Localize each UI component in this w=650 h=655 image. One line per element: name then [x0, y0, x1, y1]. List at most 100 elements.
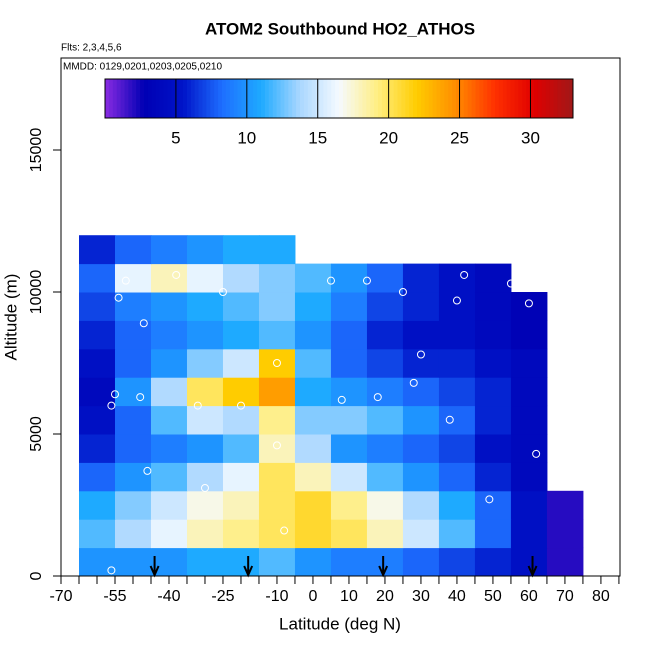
heatmap-cell	[402, 490, 440, 520]
heatmap-cell	[78, 462, 116, 492]
sample-point	[398, 288, 407, 297]
chart-title: ATOM2 Southbound HO2_ATHOS	[205, 19, 475, 38]
colorbar-swatch	[420, 79, 426, 118]
colorbar-swatch	[401, 79, 406, 118]
colorbar-swatch	[495, 79, 500, 118]
heatmap-cell	[78, 434, 116, 463]
colorbar-swatch	[253, 79, 258, 118]
heatmap-cell	[114, 405, 152, 435]
heatmap-cell	[114, 547, 152, 577]
colorbar-swatch	[526, 79, 531, 118]
colorbar-swatch	[549, 79, 554, 118]
sample-point	[280, 526, 289, 535]
heatmap-cell	[510, 405, 548, 435]
heatmap-cell	[294, 519, 332, 549]
heatmap-cell	[78, 292, 116, 321]
sample-point	[121, 276, 130, 285]
sample-point	[64, 410, 73, 419]
heatmap-cell	[402, 462, 440, 492]
colorbar-swatch	[362, 79, 367, 118]
colorbar-swatch	[514, 79, 519, 118]
colorbar-swatch	[124, 79, 129, 118]
x-tick-label: 30	[412, 588, 430, 605]
colorbar-swatch	[409, 79, 414, 118]
colorbar-swatch	[479, 79, 484, 118]
y-tick-label: 5000	[28, 416, 45, 452]
sample-point	[506, 279, 515, 288]
colorbar-swatch	[366, 79, 371, 118]
heatmap-cell	[402, 547, 440, 577]
colorbar-swatch	[471, 79, 476, 118]
colorbar-tick-label: 10	[237, 128, 256, 147]
colorbar-swatch	[105, 79, 110, 118]
x-tick-label: 70	[556, 588, 574, 605]
colorbar-swatch	[218, 79, 223, 118]
flights-label: Flts: 2,3,4,5,6	[61, 43, 122, 54]
colorbar-swatch	[233, 79, 239, 118]
sample-point	[193, 401, 202, 410]
colorbar-swatch	[370, 79, 375, 118]
colorbar-tick-label: 15	[308, 128, 327, 147]
heatmap-cell	[78, 377, 116, 407]
colorbar-swatch	[374, 79, 379, 118]
colorbar-swatch	[288, 79, 293, 118]
x-tick-label: -70	[49, 588, 72, 605]
heatmap-cell	[222, 235, 260, 265]
colorbar-swatch	[565, 79, 570, 118]
heatmap-cell	[222, 405, 260, 435]
heatmap-cell	[438, 405, 476, 435]
colorbar-tick-label: 25	[450, 128, 469, 147]
colorbar-swatch	[456, 79, 461, 118]
colorbar-swatch	[300, 79, 305, 118]
y-axis-label: Altitude (m)	[1, 274, 20, 361]
heatmap-cell	[150, 490, 188, 520]
colorbar-swatch	[229, 79, 235, 118]
heatmap-cell	[294, 405, 332, 435]
colorbar-swatch	[354, 79, 359, 118]
heatmap-cell	[150, 235, 188, 265]
colorbar-swatch	[136, 79, 141, 118]
colorbar-swatch	[331, 79, 336, 118]
heatmap-cell	[150, 292, 188, 321]
sample-point	[136, 393, 145, 402]
colorbar-swatch	[140, 79, 145, 118]
colorbar-swatch	[518, 79, 523, 118]
colorbar-swatch	[272, 79, 278, 118]
sample-point	[416, 350, 425, 359]
heatmap-cell	[114, 519, 152, 549]
heatmap-cell	[114, 235, 152, 265]
colorbar-swatch	[463, 79, 469, 118]
heatmap-cell	[78, 235, 116, 265]
heatmap-cell	[150, 377, 188, 407]
heatmap-cell	[114, 434, 152, 463]
heatmap-cell	[258, 292, 296, 321]
heatmap-cell	[222, 320, 260, 350]
heatmap-cell	[114, 377, 152, 407]
heatmap-cell	[186, 292, 224, 321]
sample-point	[172, 270, 181, 279]
heatmap-cell	[294, 377, 332, 407]
heatmap-cell	[438, 292, 476, 321]
heatmap-cell	[186, 490, 224, 520]
x-tick-label: -10	[265, 588, 288, 605]
heatmap-cell	[114, 348, 152, 378]
heatmap-cell	[294, 320, 332, 350]
heatmap-cell	[402, 519, 440, 549]
colorbar-swatch	[159, 79, 164, 118]
heatmap-cell	[78, 490, 116, 520]
heatmap-cell	[222, 348, 260, 378]
colorbar-swatch	[358, 79, 363, 118]
y-tick-label: 15000	[28, 128, 45, 173]
x-tick-label: 60	[520, 588, 538, 605]
heatmap-cell	[474, 348, 512, 378]
heatmap-cell	[366, 320, 404, 350]
heatmap-cell	[330, 405, 368, 435]
heatmap-cell	[510, 547, 548, 577]
heatmap-cell	[258, 263, 296, 293]
heatmap-cell	[258, 377, 296, 407]
sample-point	[326, 276, 335, 285]
colorbar-swatch	[405, 79, 410, 118]
heatmap-cell	[474, 405, 512, 435]
sample-point	[373, 393, 382, 402]
